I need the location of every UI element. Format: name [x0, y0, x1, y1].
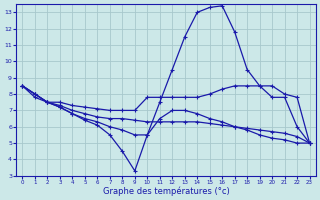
- X-axis label: Graphe des températures (°c): Graphe des températures (°c): [103, 186, 229, 196]
